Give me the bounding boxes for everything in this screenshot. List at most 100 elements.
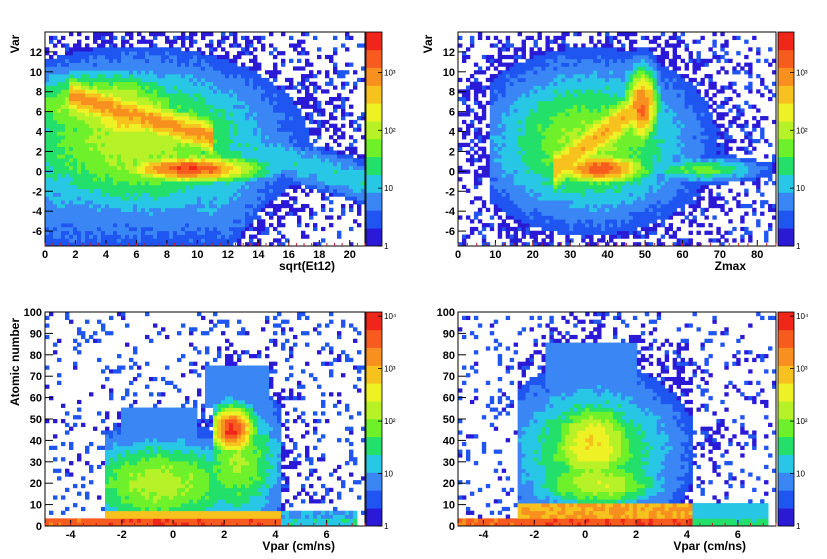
heatmap-cell [265, 77, 270, 83]
heatmap-cell [357, 173, 362, 178]
heatmap-cell [121, 169, 126, 174]
heatmap-cell [293, 165, 298, 170]
heatmap-cell [81, 177, 86, 182]
heatmap-cell [573, 96, 578, 102]
heatmap-cell [97, 177, 102, 182]
heatmap-cell [333, 51, 338, 56]
heatmap-cell [153, 203, 158, 209]
heatmap-cell [45, 93, 50, 98]
heatmap-cell [133, 219, 138, 224]
heatmap-cell [161, 66, 166, 71]
heatmap-cell [301, 230, 306, 235]
heatmap-cell [305, 184, 310, 190]
heatmap-cell [173, 93, 178, 98]
heatmap-cell [49, 119, 54, 125]
heatmap-cell [57, 135, 62, 140]
heatmap-cell [189, 104, 194, 109]
heatmap-cell [81, 96, 86, 102]
heatmap-cell [49, 108, 54, 113]
heatmap-cell [493, 43, 499, 48]
heatmap-cell [481, 85, 487, 90]
heatmap-cell [569, 62, 574, 67]
heatmap-cell [269, 85, 274, 90]
heatmap-cell [245, 131, 250, 136]
heatmap-cell [241, 173, 246, 178]
heatmap-cell [541, 226, 546, 232]
heatmap-cell [301, 51, 306, 56]
heatmap-cell [257, 127, 262, 132]
heatmap-cell [317, 173, 322, 178]
heatmap-cell [81, 203, 86, 209]
heatmap-cell [553, 196, 558, 201]
heatmap-cell [253, 158, 258, 163]
heatmap-cell [145, 169, 150, 174]
heatmap-cell [233, 131, 238, 136]
heatmap-cell [541, 123, 546, 128]
heatmap-cell [57, 200, 62, 205]
heatmap-cell [458, 165, 463, 170]
heatmap-cell [569, 112, 574, 117]
heatmap-cell [61, 173, 66, 178]
heatmap-cell [333, 104, 338, 109]
heatmap-cell [193, 85, 198, 90]
heatmap-cell [501, 181, 507, 186]
heatmap-cell [537, 70, 542, 75]
heatmap-cell [81, 74, 86, 79]
heatmap-cell [201, 116, 206, 121]
heatmap-cell [341, 154, 346, 159]
heatmap-cell [529, 119, 534, 125]
heatmap-cell [221, 104, 226, 109]
heatmap-cell [573, 165, 578, 170]
heatmap-cell [561, 135, 566, 140]
heatmap-cell [141, 100, 146, 106]
heatmap-cell [205, 142, 210, 148]
heatmap-cell [105, 223, 110, 228]
heatmap-cell [513, 123, 519, 128]
heatmap-cell [549, 93, 554, 98]
heatmap-cell [545, 139, 550, 144]
heatmap-cell [105, 146, 110, 151]
heatmap-cell [165, 165, 170, 170]
heatmap-cell [237, 188, 242, 193]
heatmap-cell [297, 154, 302, 159]
heatmap-cell [333, 184, 338, 190]
heatmap-cell [485, 66, 491, 71]
heatmap-cell [293, 150, 298, 155]
heatmap-cell [481, 70, 487, 75]
heatmap-cell [545, 184, 550, 190]
heatmap-cell [245, 123, 250, 128]
heatmap-cell [501, 139, 507, 144]
heatmap-cell [289, 154, 294, 159]
heatmap-cell [265, 181, 270, 186]
heatmap-cell [97, 74, 102, 79]
heatmap-cell [573, 226, 578, 232]
heatmap-cell [97, 62, 102, 67]
heatmap-cell [121, 177, 126, 182]
heatmap-cell [509, 108, 515, 113]
heatmap-cell [285, 200, 290, 205]
heatmap-cell [81, 223, 86, 228]
heatmap-cell [541, 242, 546, 247]
heatmap-cell [137, 51, 142, 56]
heatmap-cell [181, 219, 186, 224]
heatmap-cell [137, 135, 142, 140]
heatmap-cell [261, 81, 266, 86]
heatmap-cell [49, 112, 54, 117]
heatmap-cell [273, 112, 278, 117]
heatmap-cell [521, 219, 526, 224]
heatmap-cell [305, 62, 310, 67]
heatmap-cell [485, 207, 491, 213]
heatmap-cell [473, 215, 479, 220]
heatmap-cell [193, 211, 198, 216]
heatmap-cell [89, 54, 94, 60]
heatmap-cell [173, 35, 178, 41]
heatmap-cell [461, 184, 467, 190]
heatmap-cell [133, 131, 138, 136]
heatmap-cell [213, 207, 218, 213]
heatmap-cell [109, 127, 114, 132]
heatmap-cell [489, 150, 495, 155]
heatmap-cell [181, 51, 186, 56]
heatmap-cell [113, 181, 118, 186]
heatmap-cell [241, 177, 246, 182]
heatmap-cell [257, 89, 262, 94]
